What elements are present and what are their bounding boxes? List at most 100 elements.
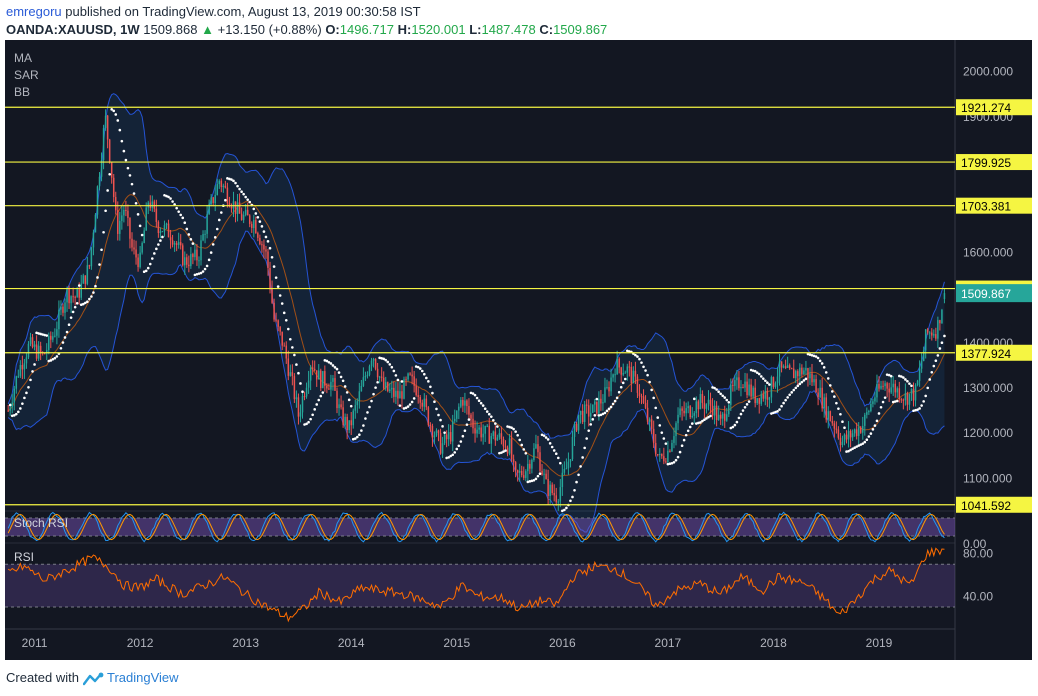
sar-dot: [500, 451, 503, 454]
sar-dot: [75, 301, 79, 305]
sar-dot: [244, 195, 247, 199]
level-label: 1799.925: [961, 156, 1011, 170]
sar-dot: [337, 371, 341, 374]
candle-body: [888, 388, 890, 393]
candle-body: [758, 398, 760, 404]
sar-dot: [443, 431, 446, 434]
sar-dot: [912, 409, 915, 413]
candle-body: [673, 436, 675, 443]
candle-body: [456, 410, 458, 419]
sar-dot: [366, 411, 369, 414]
sar-dot: [731, 425, 735, 429]
candle-body: [348, 420, 350, 431]
candle-body: [271, 289, 273, 303]
candle-body: [636, 376, 639, 393]
candle-body: [687, 406, 689, 409]
sar-dot: [552, 449, 556, 452]
sar-dot: [295, 363, 298, 366]
sar-dot: [124, 158, 128, 162]
candle-body: [204, 233, 206, 235]
sar-dot: [790, 391, 794, 394]
candle-body: [188, 264, 190, 267]
candle-body: [805, 368, 807, 371]
candle-body: [640, 396, 643, 398]
sar-dot: [463, 429, 467, 433]
sar-dot: [193, 273, 197, 277]
sar-dot: [688, 425, 692, 429]
sar-dot: [774, 410, 777, 414]
candle-body: [480, 427, 482, 438]
sar-dot: [92, 291, 95, 294]
last-price-box: [956, 284, 1032, 303]
candle-body: [935, 334, 937, 339]
candle-body: [904, 393, 907, 401]
sar-dot: [502, 450, 505, 453]
candle-body: [401, 391, 403, 399]
candle-body: [652, 428, 655, 443]
sar-dot: [224, 198, 227, 202]
rsi-title: RSI: [14, 550, 34, 564]
candle-body: [886, 383, 888, 389]
candle-body: [338, 404, 340, 409]
sar-dot: [908, 382, 911, 385]
chart-frame[interactable]: 2000.0001900.0001800.0001700.0001600.000…: [5, 40, 1032, 660]
candle-body: [169, 237, 172, 241]
sar-dot: [843, 426, 846, 429]
candle-body: [665, 461, 667, 463]
sar-dot: [128, 174, 132, 177]
candle-body: [43, 353, 46, 355]
sar-dot: [759, 375, 763, 378]
candle-body: [206, 214, 208, 234]
rsi-tick-label: 40.00: [963, 589, 993, 603]
sar-dot: [55, 355, 59, 358]
candle-body: [346, 416, 348, 431]
price-tick-label: 1200.000: [963, 426, 1013, 440]
sar-dot: [812, 354, 816, 358]
candle-body: [764, 390, 767, 399]
high-label: H:: [397, 22, 412, 37]
candle-body: [864, 414, 866, 426]
candle-body: [232, 201, 235, 209]
sar-dot: [217, 218, 221, 222]
sar-dot: [737, 416, 741, 420]
candle-body: [387, 382, 389, 392]
candle-body: [547, 478, 549, 496]
sar-dot: [282, 311, 286, 315]
candle-body: [585, 404, 588, 406]
sar-dot: [739, 412, 743, 416]
candle-body: [624, 372, 627, 374]
sar-dot: [10, 414, 14, 418]
sar-dot: [642, 365, 645, 369]
sar-dot: [934, 359, 938, 363]
candle-body: [309, 367, 312, 381]
candle-body: [253, 220, 255, 229]
candle-body: [421, 402, 424, 407]
chart-canvas[interactable]: 2000.0001900.0001800.0001700.0001600.000…: [5, 40, 1032, 660]
sar-dot: [904, 378, 907, 381]
author-link[interactable]: emregoru: [6, 4, 62, 19]
candle-body: [928, 332, 931, 334]
tradingview-brand[interactable]: TradingView: [106, 670, 179, 685]
candle-body: [713, 405, 716, 416]
sar-dot: [603, 411, 607, 415]
sar-dot: [447, 456, 450, 459]
rsi-band: [5, 564, 955, 607]
sar-dot: [435, 407, 438, 411]
candle-body: [411, 374, 413, 377]
sar-dot: [33, 363, 36, 366]
candle-body: [577, 414, 580, 431]
sar-dot: [788, 393, 791, 397]
sar-dot: [240, 190, 243, 194]
candle-body: [872, 401, 874, 404]
sar-dot: [345, 391, 349, 394]
sar-dot: [183, 221, 187, 225]
candle-body: [305, 387, 308, 397]
sar-dot: [489, 415, 493, 418]
candle-body: [102, 128, 105, 160]
candle-body: [31, 337, 34, 347]
symbol-label: OANDA:XAUUSD, 1W: [6, 22, 140, 37]
sar-dot: [548, 442, 552, 445]
candle-body: [573, 423, 576, 437]
sar-dot: [284, 318, 288, 322]
candle-body: [486, 425, 488, 427]
